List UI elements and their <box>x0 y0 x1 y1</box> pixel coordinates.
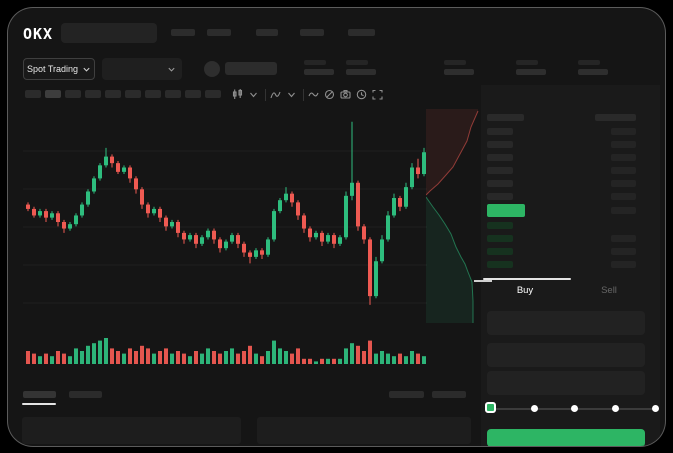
depth-overlay <box>426 109 479 323</box>
search-input[interactable] <box>61 23 157 43</box>
coin-avatar <box>204 61 220 77</box>
slider-stop-3[interactable] <box>611 405 619 412</box>
ask-amount-placeholder <box>611 167 636 174</box>
pair-selector-dropdown[interactable] <box>102 58 182 80</box>
stat-label-1 <box>304 60 326 65</box>
bid-amount-placeholder <box>611 261 636 268</box>
okx-logo: OKX <box>23 25 54 43</box>
stat-value-3 <box>444 69 474 75</box>
toolbar-separator <box>265 89 266 101</box>
ask-price-placeholder[interactable] <box>487 167 513 174</box>
ask-amount-placeholder <box>611 141 636 148</box>
bottom-tab-1[interactable] <box>23 391 56 398</box>
candlestick-chart[interactable] <box>23 109 427 333</box>
ask-price-placeholder[interactable] <box>487 154 513 161</box>
nav-item-4[interactable] <box>300 29 324 36</box>
orders-panel-right <box>257 417 471 444</box>
last-price-line <box>474 280 492 282</box>
slider-stop-4[interactable] <box>652 405 659 412</box>
ask-amount-placeholder <box>611 154 636 161</box>
timeframe-button-9[interactable] <box>185 90 201 98</box>
bottom-active-tab-indicator <box>22 403 56 405</box>
order-field-2[interactable] <box>487 343 645 367</box>
chevron-down-icon[interactable] <box>285 88 298 101</box>
chevron-down-icon[interactable] <box>247 88 260 101</box>
candles-icon[interactable] <box>231 88 244 101</box>
ask-amount-placeholder <box>611 180 636 187</box>
orderbook-header-right <box>595 114 636 121</box>
bid-price-placeholder[interactable] <box>487 222 513 229</box>
order-field-1[interactable] <box>487 311 645 335</box>
timeframe-button-3[interactable] <box>65 90 81 98</box>
nav-item-5[interactable] <box>348 29 375 36</box>
timeframe-button-5[interactable] <box>105 90 121 98</box>
stat-label-5 <box>578 60 600 65</box>
bid-amount-placeholder <box>611 235 636 242</box>
chevron-down-icon <box>168 67 175 72</box>
tab-buy[interactable]: Buy <box>516 285 534 296</box>
order-field-3[interactable] <box>487 371 645 395</box>
clock-icon[interactable] <box>355 88 368 101</box>
bottom-action-1[interactable] <box>389 391 424 398</box>
camera-icon[interactable] <box>339 88 352 101</box>
stat-value-4 <box>516 69 546 75</box>
ask-price-placeholder[interactable] <box>487 141 513 148</box>
active-tab-indicator <box>483 278 571 280</box>
pair-name-placeholder <box>225 62 277 75</box>
ask-price-placeholder[interactable] <box>487 193 513 200</box>
tab-sell[interactable]: Sell <box>601 285 617 296</box>
stat-value-1 <box>304 69 334 75</box>
chevron-down-icon <box>83 67 90 72</box>
last-price-badge[interactable] <box>487 204 525 217</box>
timeframe-button-2[interactable] <box>45 90 61 98</box>
market-type-label: Spot Trading <box>26 64 79 74</box>
buy-submit-button[interactable] <box>487 429 645 446</box>
stat-label-2 <box>346 60 368 65</box>
toolbar-separator <box>303 89 304 101</box>
app-window: OKX Spot Trading <box>7 7 666 447</box>
slider-stop-1[interactable] <box>530 405 538 412</box>
orderbook-header-left <box>487 114 524 121</box>
compare-icon[interactable] <box>323 88 336 101</box>
bottom-tab-2[interactable] <box>69 391 102 398</box>
bid-price-placeholder[interactable] <box>487 261 513 268</box>
bid-amount-placeholder <box>611 248 636 255</box>
fullscreen-icon[interactable] <box>371 88 384 101</box>
nav-item-3[interactable] <box>256 29 278 36</box>
timeframe-button-10[interactable] <box>205 90 221 98</box>
slider-handle[interactable] <box>485 402 496 413</box>
stat-value-2 <box>346 69 376 75</box>
nav-item-1[interactable] <box>171 29 195 36</box>
orders-panel-left <box>22 417 241 444</box>
ask-price-placeholder[interactable] <box>487 128 513 135</box>
stat-label-3 <box>444 60 466 65</box>
timeframe-button-6[interactable] <box>125 90 141 98</box>
timeframe-button-7[interactable] <box>145 90 161 98</box>
last-price-amount-placeholder <box>611 207 636 214</box>
indicators-icon[interactable] <box>269 88 282 101</box>
bottom-action-2[interactable] <box>432 391 466 398</box>
timeframe-button-4[interactable] <box>85 90 101 98</box>
ask-amount-placeholder <box>611 193 636 200</box>
volume-chart <box>26 338 426 364</box>
wave-icon[interactable] <box>307 88 320 101</box>
stat-value-5 <box>578 69 608 75</box>
timeframe-button-1[interactable] <box>25 90 41 98</box>
nav-item-2[interactable] <box>207 29 231 36</box>
stat-label-4 <box>516 60 538 65</box>
bid-price-placeholder[interactable] <box>487 235 513 242</box>
bid-price-placeholder[interactable] <box>487 248 513 255</box>
market-type-selector[interactable]: Spot Trading <box>23 58 95 80</box>
ask-amount-placeholder <box>611 128 636 135</box>
slider-stop-2[interactable] <box>571 405 578 412</box>
ask-price-placeholder[interactable] <box>487 180 513 187</box>
timeframe-button-8[interactable] <box>165 90 181 98</box>
